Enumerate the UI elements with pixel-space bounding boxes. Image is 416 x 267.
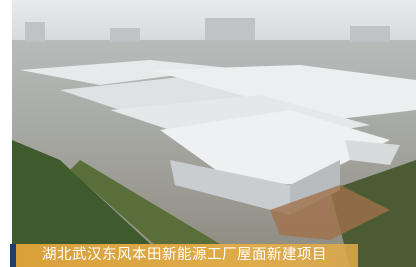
photo-card: 湖北武汉东风本田新能源工厂屋面新建项目 [0,0,416,267]
caption: 湖北武汉东风本田新能源工厂屋面新建项目 [16,244,358,267]
aerial-photo [0,0,416,267]
